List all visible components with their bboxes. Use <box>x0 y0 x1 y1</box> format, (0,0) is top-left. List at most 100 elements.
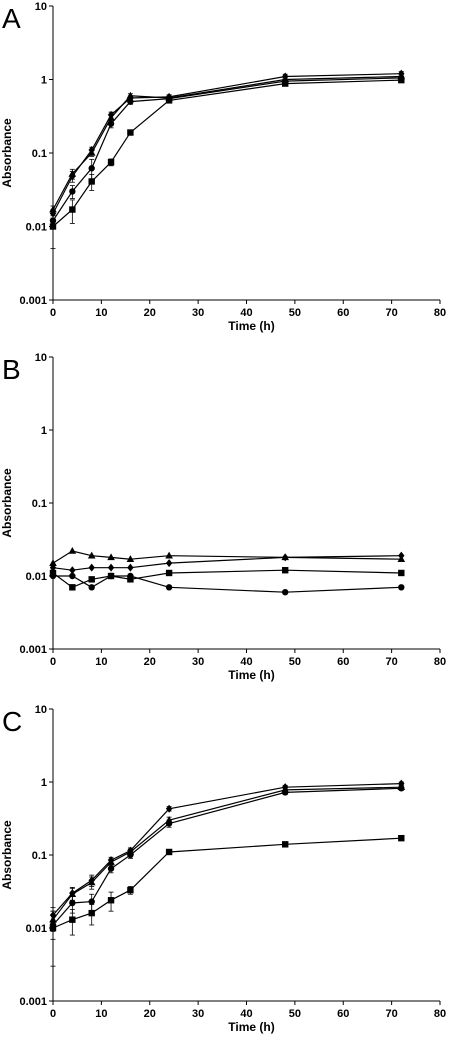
data-point-circle <box>107 120 115 127</box>
x-tick-label: 20 <box>144 1008 156 1020</box>
x-tick-label: 10 <box>95 1008 107 1020</box>
series-square <box>49 834 405 967</box>
x-axis-title: Time (h) <box>228 668 274 682</box>
data-point-circle <box>69 188 76 195</box>
series-circle <box>49 74 405 227</box>
data-point-square <box>49 924 57 932</box>
data-point-diamond <box>107 563 115 572</box>
data-point-diamond <box>282 553 289 562</box>
x-tick-label: 0 <box>50 307 56 319</box>
panel-letter: C <box>2 706 22 737</box>
y-tick-label: 1 <box>41 425 47 437</box>
x-axis-title: Time (h) <box>228 1020 274 1034</box>
x-tick-label: 10 <box>95 307 107 319</box>
data-point-diamond <box>69 566 76 575</box>
x-tick-label: 60 <box>337 1008 349 1020</box>
data-point-circle <box>165 584 173 591</box>
data-point-triangle <box>49 205 57 213</box>
data-point-square <box>69 916 76 923</box>
data-point-triangle <box>87 878 96 886</box>
data-point-diamond <box>127 563 134 572</box>
x-tick-label: 0 <box>50 1008 56 1020</box>
series-diamond <box>49 779 405 926</box>
data-point-square <box>69 584 76 591</box>
series-square <box>49 567 405 591</box>
data-point-square <box>88 909 95 917</box>
series-line-diamond <box>52 73 402 214</box>
data-point-triangle <box>87 149 96 156</box>
data-point-circle <box>88 165 95 172</box>
series-line-diamond <box>52 555 402 571</box>
x-tick-label: 50 <box>289 307 301 319</box>
y-tick-label: 0.1 <box>32 850 47 862</box>
x-tick-label: 40 <box>240 656 252 668</box>
data-point-circle <box>165 820 173 827</box>
y-tick-label: 0.001 <box>19 996 47 1008</box>
data-point-square <box>165 97 173 104</box>
panel-letter: A <box>2 3 21 34</box>
series-triangle <box>49 783 406 932</box>
data-point-triangle <box>68 547 77 554</box>
data-point-triangle <box>126 555 135 562</box>
x-axis-title: Time (h) <box>228 319 274 333</box>
data-point-diamond <box>88 563 95 572</box>
y-tick-label: 0.01 <box>26 571 47 583</box>
data-point-triangle <box>165 551 173 559</box>
x-tick-label: 70 <box>386 656 398 668</box>
data-point-circle <box>107 572 115 580</box>
series-circle <box>49 785 405 940</box>
x-tick-label: 30 <box>192 307 204 319</box>
data-point-triangle <box>107 858 115 865</box>
x-tick-label: 60 <box>337 307 349 319</box>
data-point-square <box>282 567 289 574</box>
x-tick-label: 0 <box>50 656 56 668</box>
x-tick-label: 30 <box>192 656 204 668</box>
data-point-square <box>165 569 173 577</box>
x-tick-label: 40 <box>240 1008 252 1020</box>
y-axis-title: Absorbance <box>0 468 14 538</box>
data-point-diamond <box>165 559 173 568</box>
data-point-triangle <box>107 113 115 121</box>
data-point-circle <box>49 572 57 580</box>
data-point-square <box>69 206 76 213</box>
data-point-square <box>107 158 115 166</box>
data-point-square <box>49 223 57 230</box>
x-tick-label: 50 <box>289 1008 301 1020</box>
x-tick-label: 40 <box>240 307 252 319</box>
data-point-circle <box>282 789 289 796</box>
panel-letter: B <box>2 354 21 385</box>
series-line-diamond <box>52 783 402 916</box>
panel-b: B 0 10 20 30 40 50 60 70 80 0.001 0.01 0.1 1 10 Time (h… <box>0 352 446 682</box>
y-tick-label: 10 <box>35 1 47 13</box>
data-point-triangle <box>87 551 96 559</box>
y-axis-title: Absorbance <box>0 118 14 188</box>
series-line-circle <box>52 77 402 222</box>
panel-c: C 0 10 20 30 40 50 60 70 80 0.001 0.01 0.1 1 10 Time (h… <box>0 704 446 1034</box>
x-tick-label: 70 <box>386 1008 398 1020</box>
data-point-square <box>165 848 173 856</box>
data-point-diamond <box>165 804 173 813</box>
y-tick-label: 1 <box>41 75 47 87</box>
x-tick-label: 30 <box>192 1008 204 1020</box>
panel-a: A 0 10 20 30 40 50 60 70 80 0.001 0.01 0.1 1 10 Time (h… <box>0 1 446 333</box>
data-point-diamond <box>398 551 405 560</box>
series-square <box>49 76 405 250</box>
series-line-triangle <box>52 550 402 564</box>
data-point-square <box>88 576 95 583</box>
y-tick-label: 0.01 <box>26 923 47 935</box>
y-tick-label: 0.001 <box>19 295 47 307</box>
data-point-square <box>282 841 289 848</box>
data-point-circle <box>282 588 289 596</box>
data-point-circle <box>127 572 134 580</box>
series-diamond <box>49 551 405 575</box>
data-point-square <box>398 569 405 577</box>
y-tick-label: 10 <box>35 704 47 716</box>
y-tick-label: 1 <box>41 777 47 789</box>
series-line-triangle <box>52 75 402 210</box>
data-point-diamond <box>49 563 57 572</box>
data-point-circle <box>69 572 76 580</box>
series-line-circle <box>53 575 402 593</box>
data-point-square <box>107 897 115 904</box>
series-circle <box>49 572 405 596</box>
